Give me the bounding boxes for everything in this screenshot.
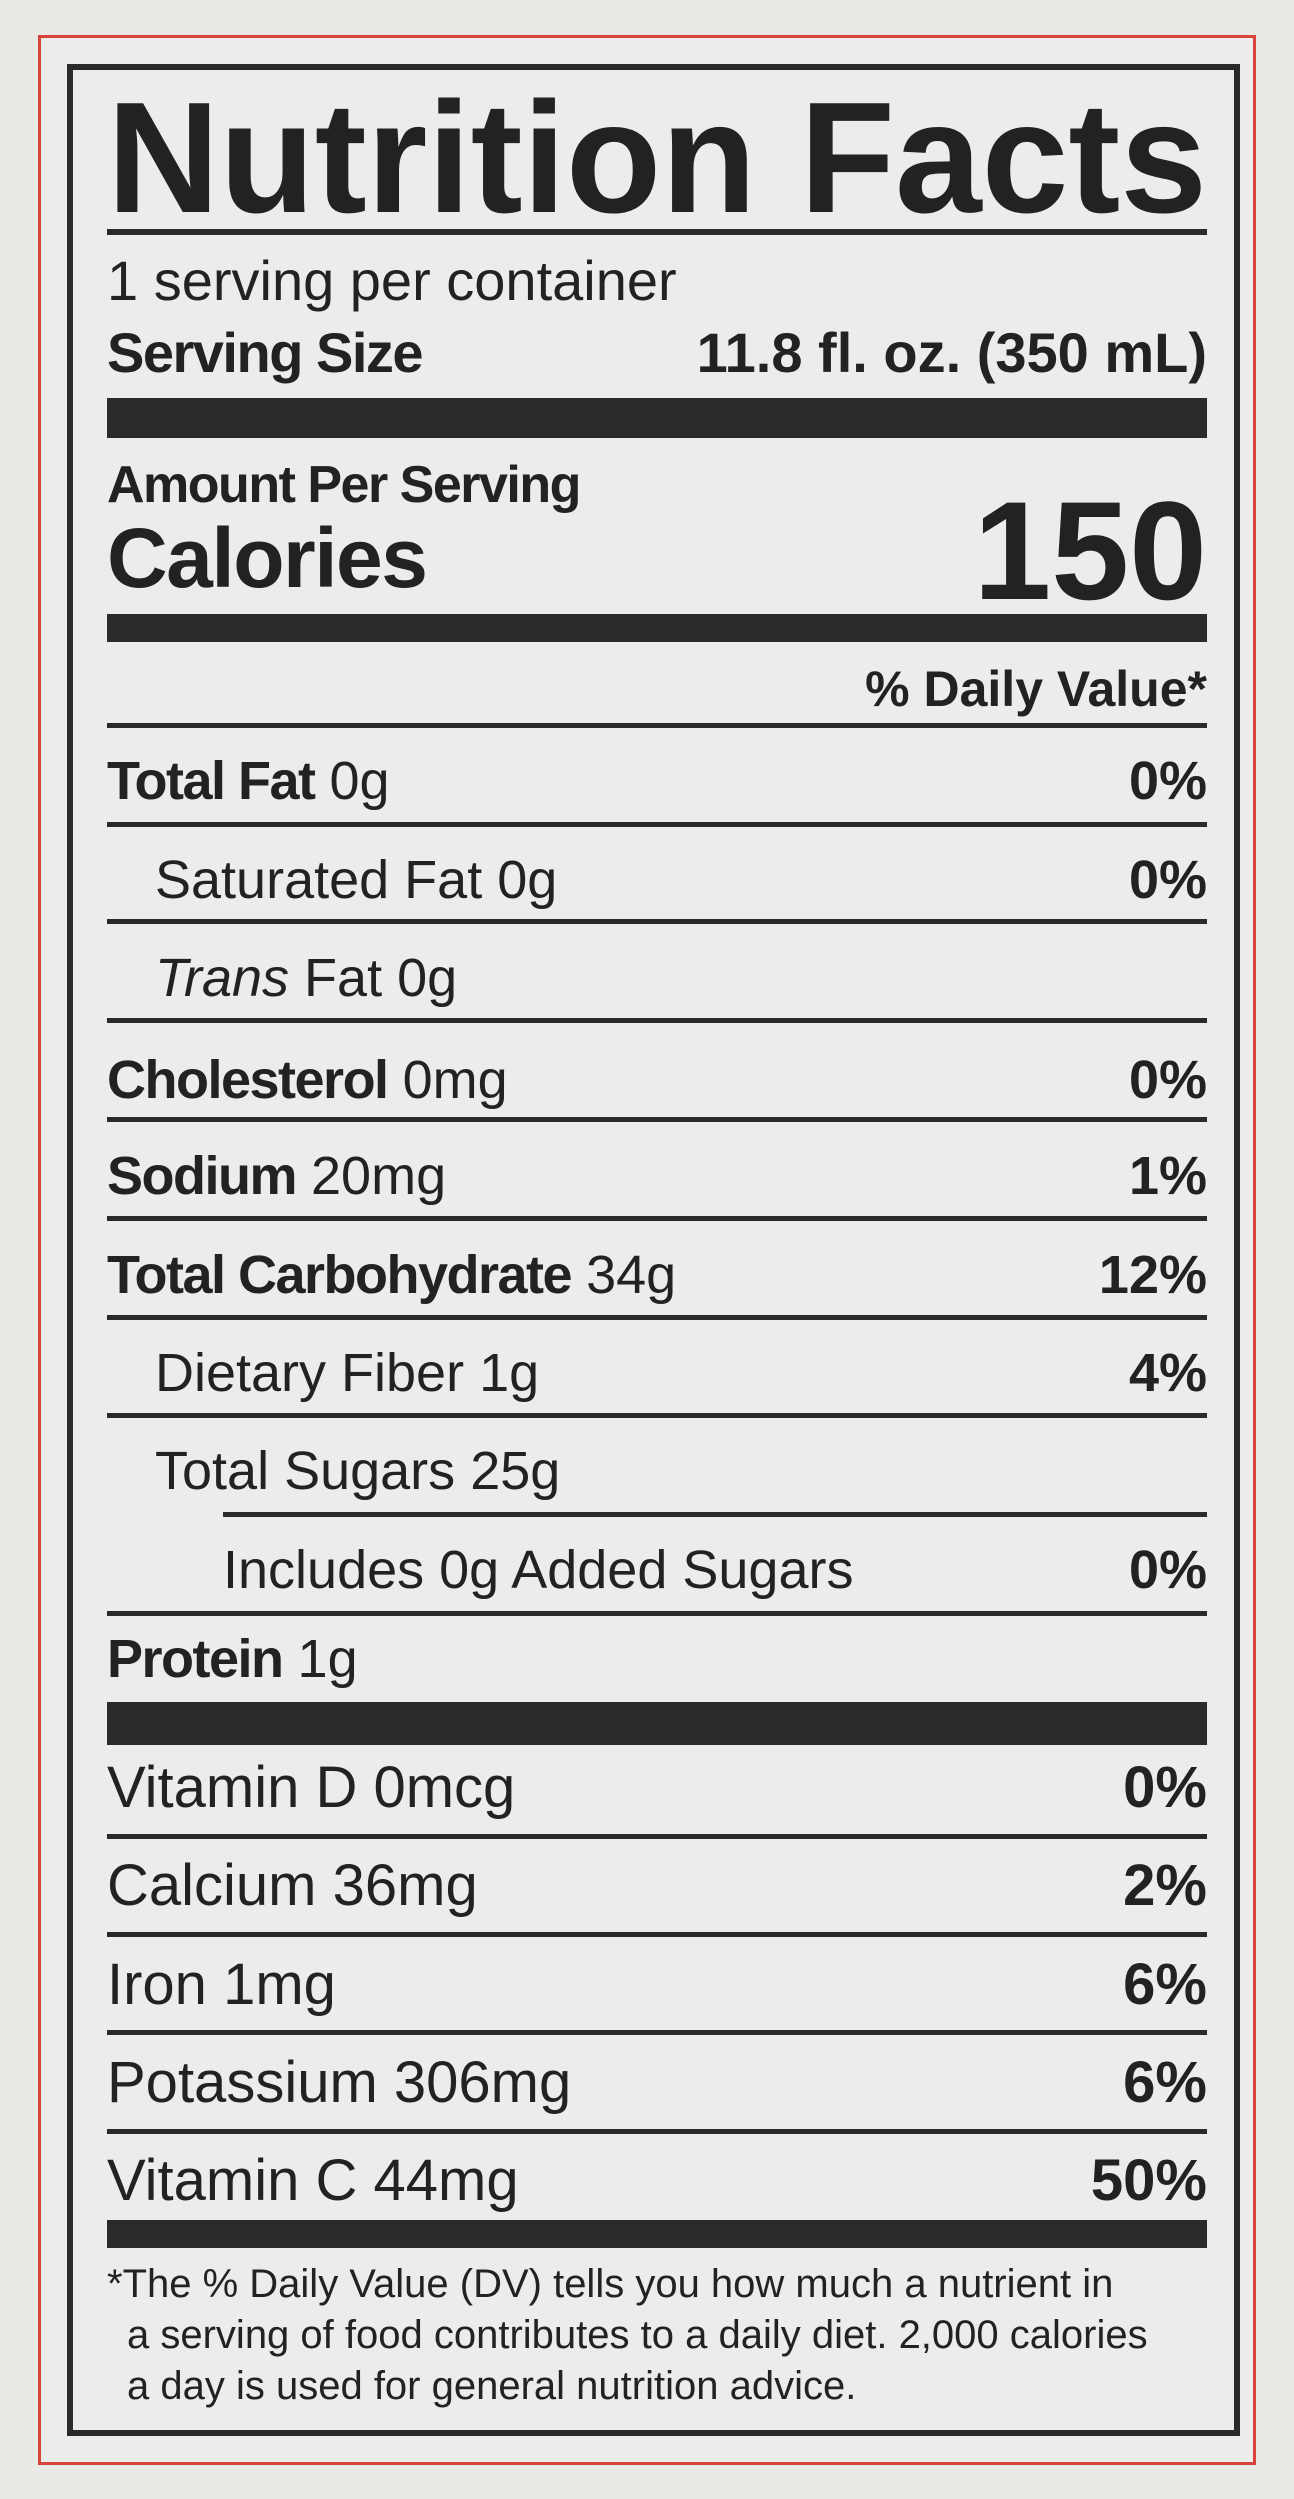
- nutrient-row: Sodium 20mg 1%: [107, 1127, 1207, 1225]
- nutrient-dv: 0%: [1128, 850, 1207, 910]
- vitamin-row: Vitamin C 44mg 50%: [107, 2132, 1207, 2230]
- footnote: *The % Daily Value (DV) tells you how mu…: [107, 2262, 1114, 2306]
- rule: [107, 1932, 1207, 1937]
- serving-size-label: Serving Size: [107, 321, 424, 384]
- nutrient-name: Sodium: [107, 1146, 298, 1206]
- thick-rule: [107, 614, 1207, 642]
- nutrient-dv: 0%: [1128, 1050, 1207, 1110]
- nutrient-amount: 0g: [497, 850, 558, 910]
- thick-rule: [107, 1702, 1207, 1745]
- nutrient-name-italic: Trans: [155, 948, 290, 1008]
- rule: [107, 2129, 1207, 2134]
- calories-value: 150: [973, 472, 1207, 629]
- vitamin-name: Vitamin C: [107, 2148, 358, 2213]
- nutrient-name: Dietary Fiber: [155, 1343, 465, 1403]
- nutrient-amount: 0g: [397, 948, 458, 1008]
- vitamin-name: Calcium: [107, 1853, 317, 1918]
- rule: [107, 822, 1207, 827]
- vitamin-amount: 1mg: [223, 1952, 336, 2017]
- nutrient-row: Total Carbohydrate 34g 12%: [107, 1226, 1207, 1324]
- nutrient-row: Saturated Fat 0g 0%: [107, 831, 1207, 929]
- vitamin-dv: 0%: [1123, 1755, 1207, 1820]
- nutrient-name: Includes 0g Added Sugars: [223, 1540, 854, 1600]
- rule: [107, 1117, 1207, 1122]
- footnote: a day is used for general nutrition advi…: [127, 2364, 857, 2408]
- rule: [107, 1413, 1207, 1418]
- vitamin-amount: 44mg: [373, 2148, 519, 2213]
- vitamin-row: Calcium 36mg 2%: [107, 1837, 1207, 1935]
- vitamin-row: Vitamin D 0mcg 0%: [107, 1739, 1207, 1837]
- nutrient-amount: 0mg: [402, 1050, 508, 1110]
- thick-rule: [107, 398, 1207, 438]
- title-svg: Nutrition Facts: [107, 90, 1207, 230]
- title: Nutrition Facts: [107, 90, 1207, 230]
- vitamin-amount: 36mg: [332, 1853, 478, 1918]
- rule: [107, 1834, 1207, 1839]
- rule: [107, 1611, 1207, 1616]
- nutrient-amount: 1g: [479, 1343, 540, 1403]
- nutrient-row: Includes 0g Added Sugars 0%: [107, 1521, 1207, 1619]
- nutrient-dv: 1%: [1128, 1146, 1207, 1206]
- rule: [223, 1512, 1207, 1517]
- footnote: a serving of food contributes to a daily…: [127, 2313, 1148, 2357]
- nutrient-name: Protein: [107, 1629, 284, 1689]
- vitamin-row: Iron 1mg 6%: [107, 1936, 1207, 2034]
- rule: [107, 919, 1207, 924]
- nutrient-amount: 34g: [586, 1245, 677, 1305]
- nutrient-dv: 4%: [1128, 1343, 1207, 1403]
- nutrient-row: Protein 1g: [107, 1610, 1207, 1708]
- rule: [107, 1018, 1207, 1023]
- nutrient-row: Dietary Fiber 1g 4%: [107, 1324, 1207, 1422]
- nutrient-dv: 0%: [1128, 751, 1207, 811]
- nutrient-name: Total Sugars: [155, 1441, 456, 1501]
- dv-header: % Daily Value*: [865, 661, 1207, 717]
- nutrient-row: Total Fat 0g 0%: [107, 732, 1207, 830]
- nutrient-name: Fat: [304, 948, 383, 1008]
- nutrient-row: Cholesterol 0mg 0%: [107, 1031, 1207, 1129]
- vitamin-amount: 0mcg: [373, 1755, 516, 1820]
- vitamin-row: Potassium 306mg 6%: [107, 2034, 1207, 2132]
- nutrient-amount: 20mg: [311, 1146, 447, 1206]
- rule: [107, 1315, 1207, 1320]
- vitamin-name: Iron: [107, 1952, 207, 2017]
- rule: [107, 2030, 1207, 2035]
- vitamin-amount: 306mg: [393, 2050, 572, 2115]
- label-border: [67, 64, 1240, 2436]
- rule: [107, 723, 1207, 728]
- nutrient-dv: 0%: [1128, 1540, 1207, 1600]
- nutrient-name: Saturated Fat: [155, 850, 483, 910]
- rule: [107, 1216, 1207, 1221]
- vitamin-dv: 2%: [1123, 1853, 1207, 1918]
- package-edge: [38, 35, 1256, 2465]
- nutrient-row: Trans Fat 0g: [107, 929, 1207, 1027]
- servings: 1 serving per container: [107, 249, 677, 312]
- vitamin-dv: 6%: [1123, 1952, 1207, 2017]
- rule: [107, 229, 1207, 235]
- thick-rule: [107, 2220, 1207, 2248]
- nutrient-name: Cholesterol: [107, 1050, 389, 1110]
- vitamin-name: Vitamin D: [107, 1755, 358, 1820]
- vitamin-name: Potassium: [107, 2050, 378, 2115]
- nutrient-name: Total Carbohydrate: [107, 1245, 573, 1305]
- nutrient-dv: 12%: [1098, 1245, 1207, 1305]
- nutrient-amount: 0g: [329, 751, 390, 811]
- serving-size-value: 11.8 fl. oz. (350 mL): [696, 321, 1207, 384]
- vitamin-dv: 6%: [1123, 2050, 1207, 2115]
- calories-label: Calories: [107, 511, 428, 605]
- vitamin-dv: 50%: [1090, 2148, 1207, 2213]
- nutrient-amount: 1g: [297, 1629, 358, 1689]
- nutrient-row: Total Sugars 25g: [107, 1422, 1207, 1520]
- nutrient-amount: 25g: [470, 1441, 561, 1501]
- amount-per-serving: Amount Per Serving: [107, 456, 581, 514]
- nutrient-name: Total Fat: [107, 751, 316, 811]
